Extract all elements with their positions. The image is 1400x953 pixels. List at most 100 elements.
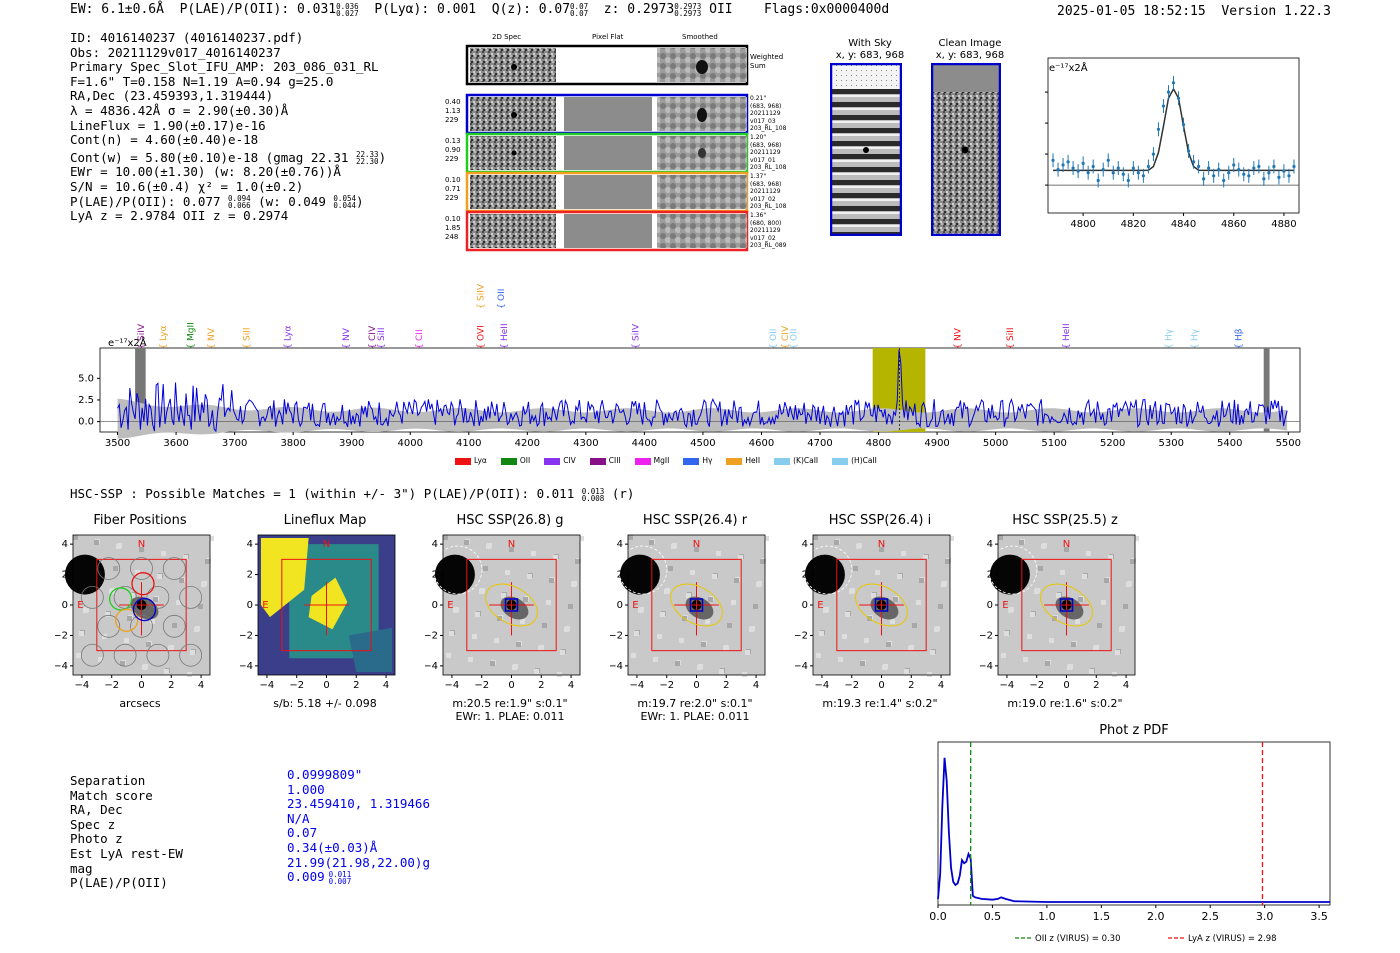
legend-swatch [589, 457, 606, 465]
hsc-image-noise [523, 597, 528, 602]
fit-data-point [1252, 166, 1256, 170]
spectrum-xtick-label: 5500 [1276, 438, 1301, 449]
hsc-image-noise [579, 536, 584, 541]
hsc-image-noise [908, 646, 913, 651]
hsc-image-noise [638, 608, 643, 613]
info-primary: Primary Spec_Slot_IFU_AMP: 203_086_031_R… [70, 59, 379, 75]
fit-data-point [1197, 164, 1201, 169]
photz-legend-label: OII z (VIRUS) = 0.30 [1035, 934, 1121, 944]
hsc-xtick-label: −2 [474, 680, 489, 691]
hsc-image-noise [542, 623, 547, 628]
match-value: 0.34(±0.03)Å [287, 839, 430, 856]
hsc-image-noise [912, 623, 917, 628]
cutout-row-3 [465, 171, 749, 213]
hsc-image-noise [575, 559, 580, 564]
spectrum-line-bracket: { [500, 343, 510, 349]
hsc-image-noise [139, 547, 144, 552]
spectrum-line-label: Lyα [159, 325, 169, 341]
hsc-image-noise [483, 566, 488, 571]
fiber-circle-green [109, 587, 133, 611]
spectrum-xtick-label: 5300 [1158, 438, 1183, 449]
hsc-ytick-label: 4 [617, 539, 623, 550]
spectrum-line-bracket: { [377, 343, 387, 349]
fit-data-point [1051, 158, 1055, 162]
hsc-xtick-label: 0 [1063, 680, 1069, 691]
hsc-xtick-label: 4 [1123, 680, 1129, 691]
cutout-panel: 2D Spec Pixel Flat Smoothed Weighted Sum [440, 33, 800, 258]
spectrum-line-bracket: { [1062, 343, 1072, 349]
spectrum-xtick-label: 5100 [1041, 438, 1066, 449]
hsc-panel-caption: m:20.5 re:1.9" s:0.1" [452, 697, 568, 710]
hsc-xtick-label: 2 [353, 680, 359, 691]
hsc-panel-caption: m:19.7 re:2.0" s:0.1" [637, 697, 753, 710]
legend-item: (K)CaII [774, 456, 818, 465]
hsc-image-noise [675, 661, 680, 666]
hsc-image-noise [634, 631, 639, 636]
hsc-ytick-label: 2 [62, 570, 68, 581]
hsc-image-noise [534, 669, 539, 674]
hsc-xtick-label: −2 [1029, 680, 1044, 691]
spectrum-legend: Lyα OII CIV CIII MgII Hγ HeII (K)CaII (H)CaII [455, 448, 891, 467]
info-plae-w-hi: 0.054 [333, 194, 356, 204]
hsc-image-noise [153, 597, 158, 602]
spectrum-xtick-label: 3600 [163, 438, 188, 449]
info-plae-text: P(LAE)/P(OII): 0.077 [70, 193, 221, 209]
fit-xtick-label: 4800 [1070, 219, 1095, 230]
hsc-panel-image: N E −4 −4 −2 −2 0 0 2 2 4 4 [610, 534, 769, 691]
fit-data-point [1061, 163, 1065, 167]
photz-legend-label: LyA z (VIRUS) = 2.98 [1188, 934, 1277, 944]
info-ewr: EWr = 10.00(±1.30) (w: 8.20(±0.76))Å [70, 164, 341, 180]
hsc-ytick-label: −2 [795, 630, 808, 641]
hsc-image-noise [472, 634, 477, 639]
hsc-panel-caption-2: EWr: 1. PLAE: 0.011 [455, 710, 565, 723]
hsc-image-noise [190, 650, 195, 655]
fiber-circle [146, 585, 170, 609]
hsc-bright-star [989, 554, 1030, 595]
hsc-image-noise [849, 589, 854, 594]
hsc-image-noise [546, 600, 551, 605]
legend-item: Lyα [455, 456, 487, 465]
hsc-summary-band: (r) [611, 486, 635, 501]
hsc-xtick-label: 2 [168, 680, 174, 691]
hsc-image-noise [446, 653, 451, 658]
with-sky-coord: x, y: 683, 968 [835, 50, 905, 61]
fit-data-point [1181, 123, 1186, 127]
hsc-star-aperture [803, 545, 853, 595]
hsc-panel: Lineflux Map s/b: 5.18 +/- 0.098 N E −4 −4 −… [240, 510, 410, 725]
hsc-image-noise [464, 540, 469, 545]
hsc-panel-image: N E −4 −4 −2 −2 0 0 2 2 4 4 [980, 534, 1139, 691]
hsc-xtick-label: 4 [938, 680, 944, 691]
hsc-panel-caption: arcsecs [119, 697, 161, 710]
hsc-image-noise [875, 570, 880, 575]
hsc-xtick-label: 4 [568, 680, 574, 691]
fiber-circle-blue [132, 597, 157, 622]
spectrum-line-bracket: { [476, 343, 486, 349]
hsc-image-noise [998, 535, 1003, 540]
info-contw-lo: 22.30 [355, 157, 379, 167]
photz-title: Phot z PDF [1099, 723, 1169, 738]
info-plae-lo: 0.066 [228, 201, 251, 211]
hsc-image-noise [1134, 536, 1139, 541]
spectrum-xtick-label: 4600 [749, 438, 774, 449]
hsc-star-aperture [433, 545, 483, 595]
match-value-text: 1.000 [287, 781, 325, 797]
hsc-image-noise [116, 544, 121, 549]
hsc-image-noise [890, 619, 895, 624]
hsc-aperture-ellipse [1040, 583, 1093, 627]
hsc-image-noise [731, 600, 736, 605]
header-plae-hi: 0.036 [336, 1, 359, 11]
hsc-xtick-label: −4 [445, 680, 460, 691]
hsc-image-noise [1130, 559, 1135, 564]
spectrum-line-bracket: { [283, 343, 293, 349]
legend-label: MgII [653, 456, 670, 465]
hsc-image-noise [941, 582, 946, 587]
match-value-text: 0.34(±0.03)Å [287, 839, 378, 855]
fit-data-point [1126, 178, 1130, 183]
cutout-weighted-label: Weighted Sum [750, 53, 784, 70]
hsc-panel-title: HSC SSP(26.4) r [642, 513, 748, 528]
hsc-image-noise [864, 638, 869, 643]
legend-swatch [683, 457, 700, 465]
hsc-image-noise [897, 574, 902, 579]
hsc-xtick-label: −4 [260, 680, 275, 691]
spectrum-line-label: NV [954, 327, 964, 341]
